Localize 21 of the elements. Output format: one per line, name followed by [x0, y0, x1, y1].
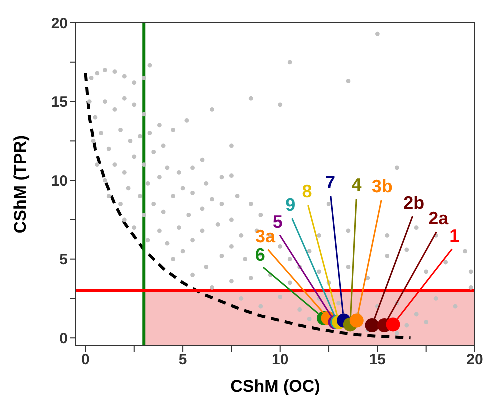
text: 9 [286, 194, 296, 215]
y-tick-label: 0 [60, 330, 68, 348]
text: 2b [404, 192, 425, 213]
x-axis-title: CShM (OC) [230, 377, 320, 396]
x-tick-label: 5 [178, 352, 188, 369]
x-tick-label: 0 [82, 352, 90, 369]
y-tick-label: 20 [51, 15, 68, 32]
text: 1 [450, 226, 460, 246]
y-tick-label: 15 [51, 94, 68, 112]
y-axis-title: CShM (TPR) [11, 135, 30, 234]
text: 8 [302, 182, 312, 202]
text: 7 [326, 172, 336, 192]
text: 2a [428, 208, 450, 229]
x-tick-label: 10 [272, 352, 289, 369]
text: 4 [352, 175, 362, 196]
x-tick-label: 15 [369, 352, 386, 369]
y-tick-label: 10 [51, 172, 68, 190]
text: 6 [255, 245, 266, 266]
text: 3b [372, 176, 393, 197]
x-tick-label: 20 [466, 352, 484, 369]
y-tick-label: 5 [60, 252, 68, 269]
